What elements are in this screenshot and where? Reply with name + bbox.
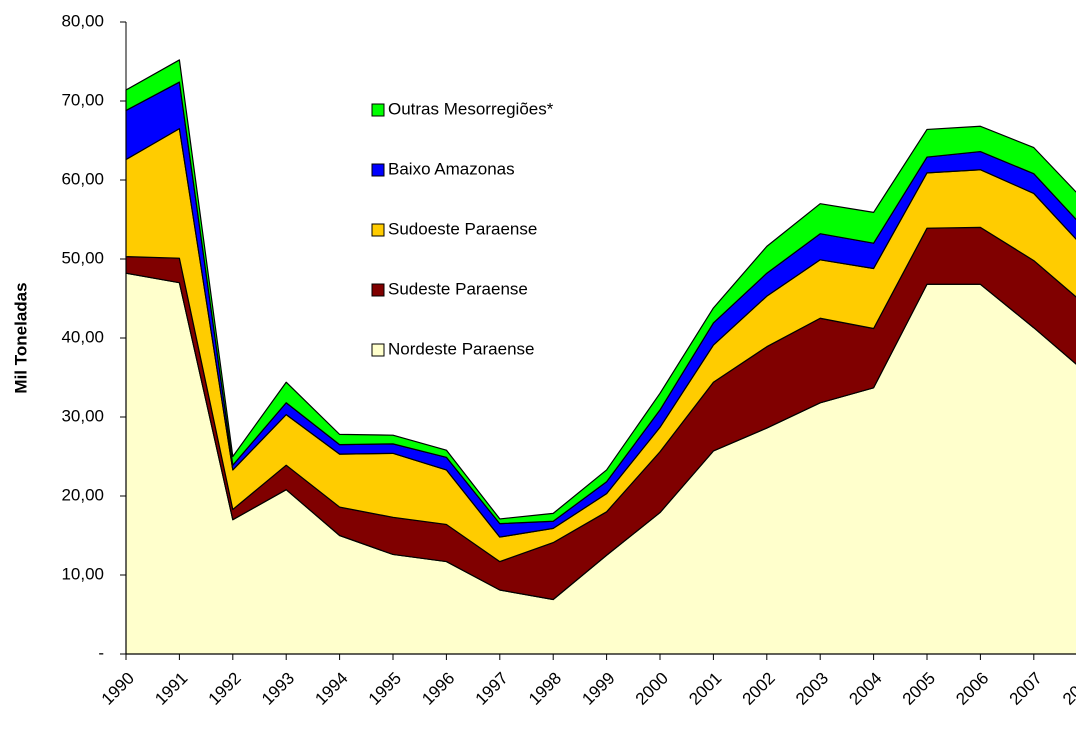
x-tick-label: 2004 <box>845 669 885 709</box>
legend-label: Sudeste Paraense <box>388 279 528 298</box>
y-tick-label: 70,00 <box>61 90 104 109</box>
x-tick-label: 1992 <box>205 669 245 709</box>
y-tick-label: 10,00 <box>61 564 104 583</box>
x-tick-label: 1999 <box>578 669 618 709</box>
legend-label: Baixo Amazonas <box>388 159 515 178</box>
y-tick-label: 40,00 <box>61 327 104 346</box>
legend-swatch <box>371 223 385 237</box>
legend-swatch <box>371 343 385 357</box>
y-axis-title: Mil Toneladas <box>11 282 30 393</box>
y-tick-label: - <box>98 643 104 662</box>
x-tick-label: 1991 <box>151 669 191 709</box>
x-tick-label: 1996 <box>418 669 458 709</box>
y-tick-label: 50,00 <box>61 248 104 267</box>
x-tick-label: 2000 <box>632 669 672 709</box>
x-tick-label: 2001 <box>685 669 725 709</box>
x-tick-label: 1995 <box>365 669 405 709</box>
x-tick-label: 2002 <box>739 669 779 709</box>
x-tick-label: 1994 <box>311 669 351 709</box>
y-tick-label: 20,00 <box>61 485 104 504</box>
legend-swatch <box>371 283 385 297</box>
x-tick-label: 2007 <box>1006 669 1046 709</box>
legend-label: Nordeste Paraense <box>388 339 534 358</box>
area <box>125 59 1076 525</box>
x-tick-label: 1998 <box>525 669 565 709</box>
legend-label: Sudoeste Paraense <box>388 219 537 238</box>
y-tick-label: 80,00 <box>61 11 104 30</box>
y-tick-label: 60,00 <box>61 169 104 188</box>
x-tick-label: 2006 <box>952 669 992 709</box>
x-tick-label: 2005 <box>899 669 939 709</box>
legend-label: Outras Mesorregiões* <box>388 99 554 118</box>
x-tick-label: 2003 <box>792 669 832 709</box>
x-tick-label: 1997 <box>472 669 512 709</box>
x-tick-label: 2008 <box>1059 669 1076 709</box>
y-tick-label: 30,00 <box>61 406 104 425</box>
x-tick-label: 1990 <box>98 669 138 709</box>
x-tick-label: 1993 <box>258 669 298 709</box>
legend-swatch <box>371 163 385 177</box>
legend-swatch <box>371 103 385 117</box>
